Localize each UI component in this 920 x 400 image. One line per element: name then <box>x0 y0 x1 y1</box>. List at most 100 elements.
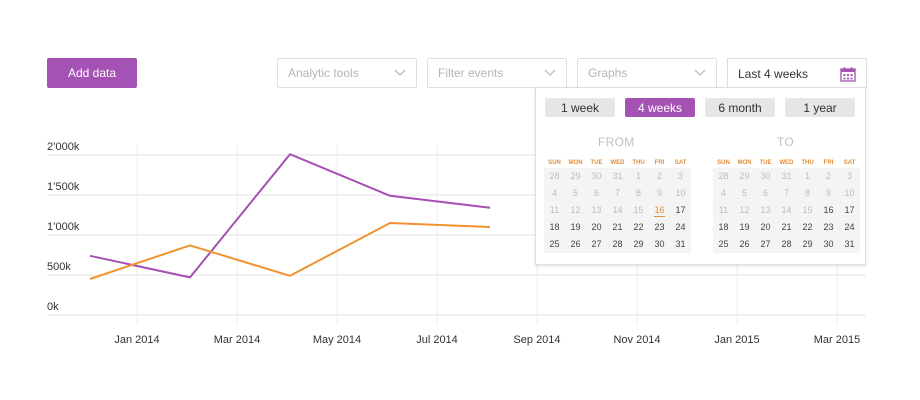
to-calendar-day[interactable]: 28 <box>781 239 792 249</box>
y-tick-label: 0k <box>47 301 59 313</box>
from-calendar-day[interactable]: 4 <box>551 188 557 198</box>
range-1-week-button[interactable]: 1 week <box>545 98 615 117</box>
from-calendar-day[interactable]: 8 <box>635 188 641 198</box>
to-calendar-day[interactable]: 12 <box>739 205 750 215</box>
from-calendar-day[interactable]: 31 <box>612 171 623 181</box>
from-calendar-day[interactable]: 29 <box>633 239 644 249</box>
weekday-header: SAT <box>839 158 860 168</box>
to-calendar-day[interactable]: 22 <box>802 222 813 232</box>
weekday-header: SUN <box>713 158 734 168</box>
to-calendar-day[interactable]: 17 <box>844 205 855 215</box>
from-calendar-day[interactable]: 28 <box>549 171 560 181</box>
to-calendar-day[interactable]: 9 <box>825 188 831 198</box>
from-calendar-day[interactable]: 15 <box>633 205 644 215</box>
date-range-select[interactable]: Last 4 weeks <box>727 58 867 88</box>
from-calendar-day[interactable]: 31 <box>675 239 686 249</box>
y-tick-label: 2’000k <box>47 141 80 153</box>
from-calendar-day[interactable]: 18 <box>549 222 560 232</box>
series-line-0 <box>89 153 491 279</box>
to-calendar-day[interactable]: 4 <box>720 188 726 198</box>
from-calendar-day[interactable]: 3 <box>677 171 683 181</box>
to-calendar-day[interactable]: 30 <box>823 239 834 249</box>
to-calendar-day[interactable]: 5 <box>741 188 747 198</box>
weekday-header: WED <box>607 158 628 168</box>
from-calendar-day[interactable]: 19 <box>570 222 581 232</box>
from-calendar-day[interactable]: 24 <box>675 222 686 232</box>
y-tick-label: 1’000k <box>47 221 80 233</box>
add-data-button[interactable]: Add data <box>47 58 137 88</box>
to-calendar-day[interactable]: 19 <box>739 222 750 232</box>
to-calendar-day[interactable]: 29 <box>739 171 750 181</box>
from-calendar-day[interactable]: 11 <box>549 205 560 215</box>
to-calendar-day[interactable]: 13 <box>760 205 771 215</box>
to-calendar-day[interactable]: 21 <box>781 222 792 232</box>
from-calendar-day[interactable]: 10 <box>675 188 686 198</box>
from-calendar-day[interactable]: 20 <box>591 222 602 232</box>
range-6-month-button[interactable]: 6 month <box>705 98 775 117</box>
to-calendar-day[interactable]: 2 <box>825 171 831 181</box>
chevron-down-icon <box>544 69 556 76</box>
to-calendar-day[interactable]: 25 <box>718 239 729 249</box>
from-calendar-day[interactable]: 25 <box>549 239 560 249</box>
to-calendar-day[interactable]: 7 <box>783 188 789 198</box>
from-calendar-day[interactable]: 1 <box>635 171 641 181</box>
from-calendar-day[interactable]: 28 <box>612 239 623 249</box>
weekday-header: SAT <box>670 158 691 168</box>
from-calendar-day[interactable]: 5 <box>572 188 578 198</box>
to-calendar-day[interactable]: 14 <box>781 205 792 215</box>
to-calendar-day[interactable]: 28 <box>718 171 729 181</box>
to-calendar-day[interactable]: 3 <box>846 171 852 181</box>
to-calendar-day[interactable]: 18 <box>718 222 729 232</box>
from-calendar-day[interactable]: 12 <box>570 205 581 215</box>
to-label: TO <box>777 135 795 149</box>
from-calendar-day[interactable]: 22 <box>633 222 644 232</box>
to-calendar-day[interactable]: 24 <box>844 222 855 232</box>
to-calendar-day[interactable]: 16 <box>823 205 834 215</box>
to-calendar-day[interactable]: 31 <box>844 239 855 249</box>
weekday-header: FRI <box>649 158 670 168</box>
weekday-header: TUE <box>755 158 776 168</box>
chevron-down-icon <box>694 69 706 76</box>
from-calendar-day[interactable]: 21 <box>612 222 623 232</box>
graphs-dropdown[interactable]: Graphs <box>577 58 717 88</box>
from-calendar-day[interactable]: 14 <box>612 205 623 215</box>
from-calendar-day[interactable]: 23 <box>654 222 665 232</box>
to-calendar-day[interactable]: 8 <box>804 188 810 198</box>
to-calendar-day[interactable]: 6 <box>762 188 768 198</box>
to-calendar-day[interactable]: 15 <box>802 205 813 215</box>
x-tick-label: Jan 2015 <box>714 334 759 346</box>
weekday-header: TUE <box>586 158 607 168</box>
analytic-tools-label: Analytic tools <box>288 66 359 80</box>
from-calendar-day[interactable]: 29 <box>570 171 581 181</box>
from-calendar-day[interactable]: 13 <box>591 205 602 215</box>
to-calendar-day[interactable]: 26 <box>739 239 750 249</box>
to-calendar-day[interactable]: 30 <box>760 171 771 181</box>
to-calendar-day[interactable]: 31 <box>781 171 792 181</box>
from-calendar-day[interactable]: 26 <box>570 239 581 249</box>
to-calendar-day[interactable]: 29 <box>802 239 813 249</box>
series-line-1 <box>89 222 491 280</box>
chevron-down-icon <box>394 69 406 76</box>
to-calendar-day[interactable]: 10 <box>844 188 855 198</box>
filter-events-dropdown[interactable]: Filter events <box>427 58 567 88</box>
range-1-year-button[interactable]: 1 year <box>785 98 855 117</box>
to-calendar-day[interactable]: 11 <box>718 205 729 215</box>
from-calendar-day[interactable]: 16 <box>654 205 665 217</box>
from-calendar-day[interactable]: 27 <box>591 239 602 249</box>
weekday-header: THU <box>797 158 818 168</box>
to-calendar-day[interactable]: 20 <box>760 222 771 232</box>
from-calendar-day[interactable]: 7 <box>614 188 620 198</box>
weekday-header: SUN <box>544 158 565 168</box>
from-calendar-day[interactable]: 2 <box>656 171 662 181</box>
to-calendar-day[interactable]: 1 <box>804 171 810 181</box>
from-calendar-day[interactable]: 30 <box>591 171 602 181</box>
from-calendar-day[interactable]: 30 <box>654 239 665 249</box>
from-calendar-day[interactable]: 6 <box>593 188 599 198</box>
range-4-weeks-button[interactable]: 4 weeks <box>625 98 695 117</box>
to-calendar-day[interactable]: 27 <box>760 239 771 249</box>
analytic-tools-dropdown[interactable]: Analytic tools <box>277 58 417 88</box>
from-calendar-day[interactable]: 17 <box>675 205 686 215</box>
from-calendar-day[interactable]: 9 <box>656 188 662 198</box>
x-tick-label: Jul 2014 <box>416 334 458 346</box>
to-calendar-day[interactable]: 23 <box>823 222 834 232</box>
